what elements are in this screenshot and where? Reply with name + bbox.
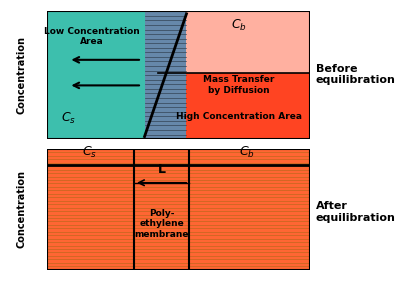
Text: $C_s$: $C_s$: [61, 111, 76, 126]
Text: Poly-
ethylene
membrane: Poly- ethylene membrane: [134, 209, 189, 239]
Text: $C_b$: $C_b$: [231, 18, 247, 33]
Bar: [158, 11, 310, 72]
Text: L: L: [158, 162, 166, 176]
Bar: [47, 11, 158, 139]
Text: Before
equilibration: Before equilibration: [316, 64, 396, 85]
Text: $C_b$: $C_b$: [239, 145, 255, 160]
Text: Low Concentration
Area: Low Concentration Area: [44, 27, 140, 46]
Text: Concentration: Concentration: [16, 170, 26, 248]
Text: High Concentration Area: High Concentration Area: [176, 112, 302, 121]
Text: $C_s$: $C_s$: [82, 145, 97, 160]
Bar: [158, 72, 310, 139]
Bar: [145, 11, 187, 139]
Text: Concentration: Concentration: [16, 36, 26, 114]
Text: Mass Transfer
by Diffusion: Mass Transfer by Diffusion: [203, 75, 275, 95]
Text: After
equilibration: After equilibration: [316, 201, 396, 223]
